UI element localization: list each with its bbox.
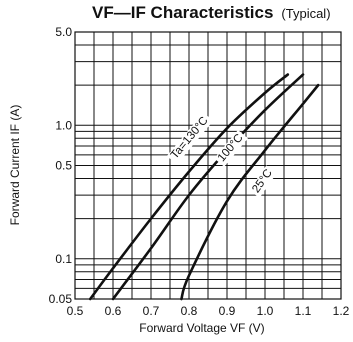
y-tick-label: 0.05 — [49, 292, 73, 306]
chart-title-sub: (Typical) — [281, 6, 330, 21]
x-tick-label: 0.8 — [181, 304, 198, 318]
series-line-0 — [88, 73, 290, 301]
grid — [74, 31, 342, 300]
series-line-1 — [111, 73, 305, 301]
plot-frame — [74, 31, 342, 300]
y-axis-label: Forward Current IF (A) — [8, 105, 22, 226]
x-tick-label: 0.5 — [67, 304, 84, 318]
series-line-2 — [180, 83, 320, 301]
x-tick-label: 1.2 — [333, 304, 350, 318]
x-tick-label: 0.9 — [219, 304, 236, 318]
y-tick-label: 1.0 — [55, 118, 72, 132]
series-label-bg — [248, 165, 277, 198]
x-tick-label: 1.1 — [295, 304, 312, 318]
x-tick-label: 0.7 — [143, 304, 160, 318]
y-tick-label: 5.0 — [55, 25, 72, 39]
x-axis-label: Forward Voltage VF (V) — [139, 321, 264, 335]
tick-labels: 0.5 0.6 0.7 0.8 0.9 1.0 1.1 1.2 5.0 1.0 0.5 0.1 0.05 — [49, 25, 350, 318]
series-label-2: 25°C — [248, 165, 277, 198]
chart-title-main: VF—IF Characteristics — [92, 3, 273, 22]
series-label-bg — [214, 130, 248, 167]
x-tick-label: 1.0 — [257, 304, 274, 318]
series-label-bg — [166, 112, 214, 165]
x-tick-label: 0.6 — [105, 304, 122, 318]
y-tick-label: 0.5 — [55, 159, 72, 173]
y-tick-label: 0.1 — [55, 252, 72, 266]
chart-title: VF—IF Characteristics (Typical) — [92, 3, 331, 22]
